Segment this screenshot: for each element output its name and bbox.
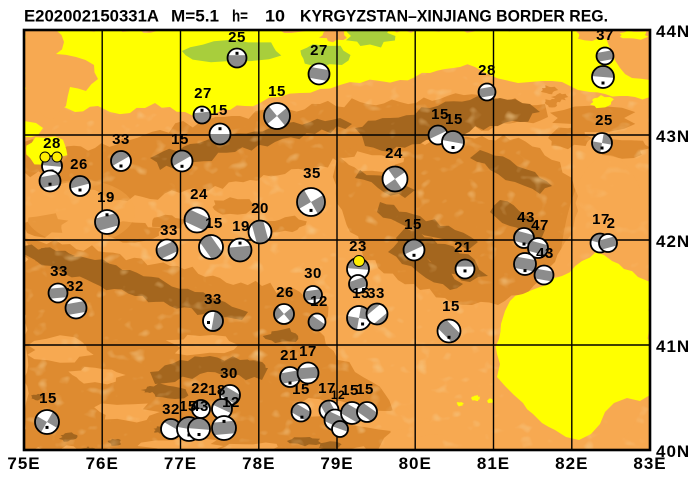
svg-text:21: 21	[454, 239, 472, 256]
svg-text:15: 15	[341, 382, 359, 399]
svg-text:27: 27	[194, 85, 212, 102]
svg-text:15: 15	[404, 216, 422, 233]
svg-text:20: 20	[251, 200, 269, 217]
svg-text:19: 19	[232, 218, 250, 235]
svg-text:30: 30	[304, 265, 322, 282]
svg-text:h=: h=	[232, 7, 248, 26]
svg-text:KYRGYZSTAN–XINJIANG BORDER REG: KYRGYZSTAN–XINJIANG BORDER REG.	[300, 7, 608, 26]
svg-text:17: 17	[299, 343, 317, 360]
svg-text:15: 15	[442, 298, 460, 315]
svg-text:43: 43	[517, 209, 535, 226]
svg-text:47: 47	[531, 217, 549, 234]
svg-text:76E: 76E	[86, 454, 119, 473]
svg-text:15: 15	[179, 398, 197, 415]
svg-text:28: 28	[43, 135, 61, 152]
svg-text:15: 15	[292, 381, 310, 398]
svg-text:22: 22	[191, 380, 209, 397]
svg-text:33: 33	[204, 291, 222, 308]
svg-text:12: 12	[222, 394, 240, 411]
svg-text:80E: 80E	[399, 454, 432, 473]
svg-text:25: 25	[595, 112, 613, 129]
svg-text:15: 15	[171, 131, 189, 148]
svg-text:40N: 40N	[656, 442, 690, 461]
svg-text:17: 17	[592, 211, 610, 228]
svg-text:25: 25	[228, 29, 246, 46]
svg-text:44N: 44N	[656, 22, 690, 41]
svg-text:32: 32	[66, 278, 84, 295]
svg-text:24: 24	[190, 186, 208, 203]
svg-text:33: 33	[112, 131, 130, 148]
svg-text:42N: 42N	[656, 232, 690, 251]
svg-text:77E: 77E	[164, 454, 197, 473]
svg-text:E202002150331A: E202002150331A	[24, 7, 159, 26]
svg-text:15: 15	[352, 285, 370, 302]
svg-text:79E: 79E	[320, 454, 353, 473]
svg-text:10: 10	[265, 7, 285, 26]
svg-text:33: 33	[367, 285, 385, 302]
svg-text:81E: 81E	[477, 454, 510, 473]
svg-text:15: 15	[445, 111, 463, 128]
svg-text:37: 37	[596, 27, 614, 44]
svg-text:43: 43	[191, 398, 209, 415]
svg-text:17: 17	[318, 380, 336, 397]
svg-text:30: 30	[220, 365, 238, 382]
svg-text:18: 18	[208, 382, 226, 399]
svg-text:41N: 41N	[656, 337, 690, 356]
svg-text:21: 21	[280, 347, 298, 364]
svg-text:24: 24	[385, 145, 403, 162]
svg-text:43: 43	[536, 245, 554, 262]
svg-text:35: 35	[303, 165, 321, 182]
svg-text:12: 12	[310, 293, 328, 310]
svg-text:33: 33	[160, 222, 178, 239]
svg-text:26: 26	[276, 284, 294, 301]
svg-text:15: 15	[356, 381, 374, 398]
svg-text:15: 15	[39, 390, 57, 407]
svg-text:32: 32	[162, 401, 180, 418]
svg-text:15: 15	[431, 106, 449, 123]
svg-text:33: 33	[50, 263, 68, 280]
svg-text:2: 2	[607, 215, 616, 232]
svg-text:12: 12	[331, 388, 345, 402]
svg-text:43N: 43N	[656, 127, 690, 146]
svg-text:27: 27	[310, 42, 328, 59]
svg-text:82E: 82E	[555, 454, 588, 473]
svg-text:23: 23	[349, 238, 367, 255]
svg-text:78E: 78E	[242, 454, 275, 473]
svg-text:15: 15	[268, 83, 286, 100]
svg-text:15: 15	[210, 102, 228, 119]
svg-text:19: 19	[97, 189, 115, 206]
svg-text:M=5.1: M=5.1	[171, 7, 219, 26]
svg-text:83E: 83E	[633, 454, 666, 473]
svg-text:28: 28	[478, 62, 496, 79]
svg-text:15: 15	[205, 215, 223, 232]
svg-text:75E: 75E	[7, 454, 40, 473]
svg-text:26: 26	[70, 156, 88, 173]
